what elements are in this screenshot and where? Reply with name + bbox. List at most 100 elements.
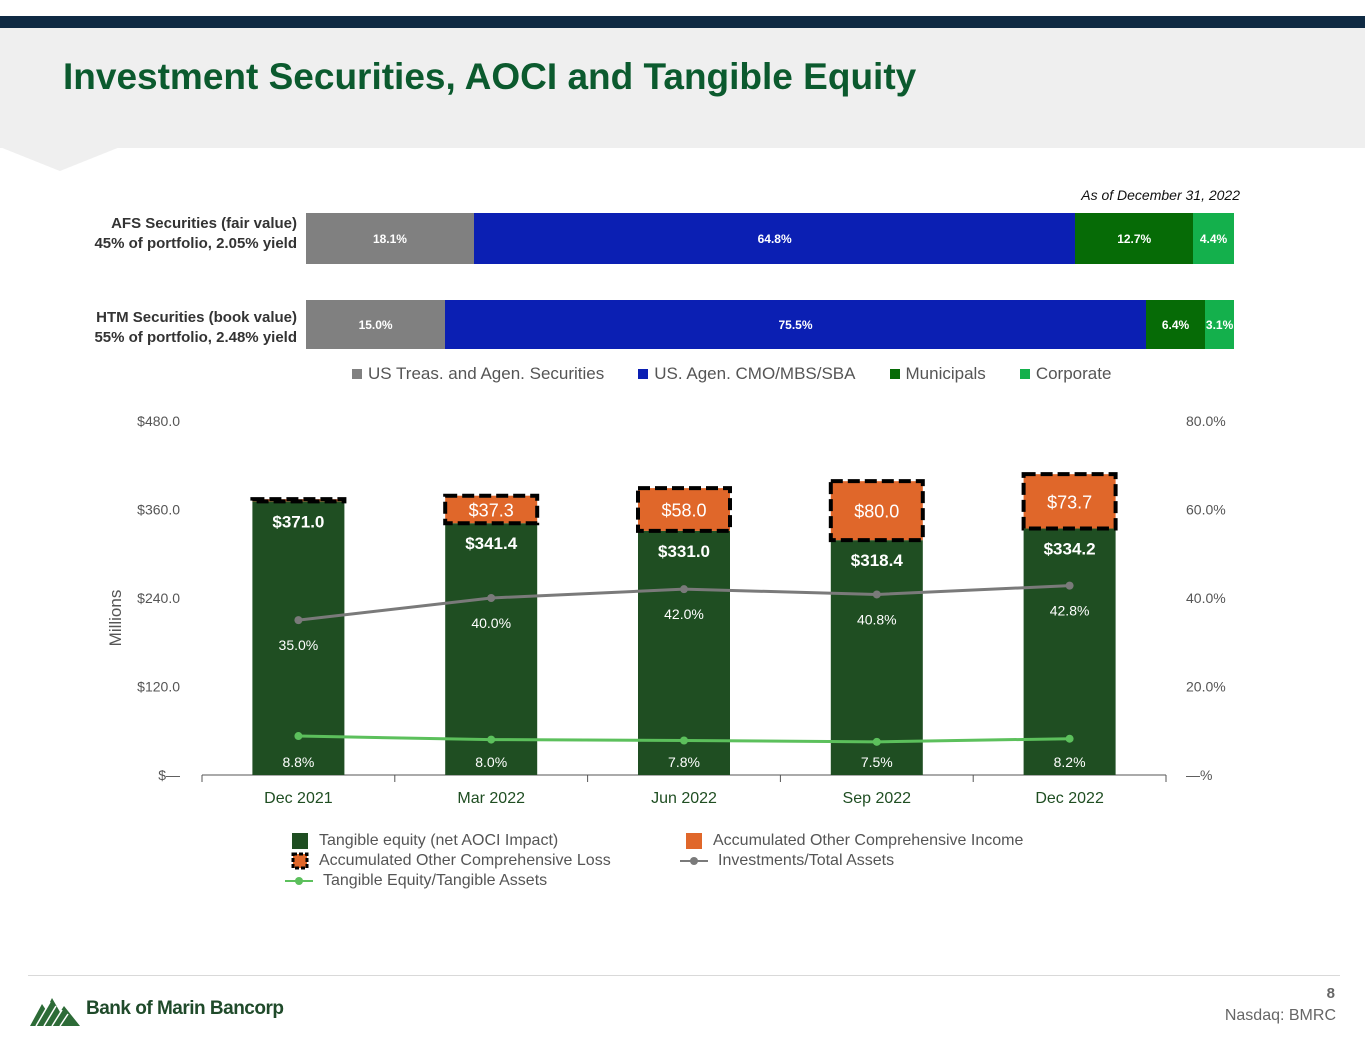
te-ratio-point <box>872 737 881 746</box>
portfolio-segment: 3.1% <box>1205 300 1234 349</box>
equity-bar <box>445 523 538 775</box>
legend-label: Corporate <box>1035 364 1112 383</box>
equity-bar <box>1023 528 1116 775</box>
equity-bar <box>638 530 730 775</box>
legend-label: Accumulated Other Comprehensive Income <box>713 832 1024 849</box>
segment-label: 15.0% <box>358 317 393 332</box>
company-logo: Bank of Marin Bancorp <box>30 990 284 1028</box>
investments-ratio-point <box>872 590 881 599</box>
page-title: Investment Securities, AOCI and Tangible… <box>63 56 917 97</box>
te-ratio-point <box>680 736 688 745</box>
segment-label: 64.8% <box>757 231 792 246</box>
legend-line-icon <box>680 857 708 865</box>
afs-label: AFS Securities (fair value) 45% of portf… <box>94 214 297 254</box>
legend-label: Investments/Total Assets <box>718 852 895 869</box>
y2-tick-label: 20.0% <box>1186 679 1226 695</box>
investments-ratio-data-label: 35.0% <box>279 637 319 653</box>
segment-label: 75.5% <box>778 317 813 332</box>
logo-text: Bank of Marin Bancorp <box>86 998 284 1019</box>
afs-label-line2: 45% of portfolio, 2.05% yield <box>94 235 297 252</box>
te-ratio-data-label: 7.8% <box>668 754 700 770</box>
legend-municipals: Municipals <box>889 364 986 384</box>
segment-label: 6.4% <box>1161 317 1190 332</box>
x-tick-label: Mar 2022 <box>457 790 525 807</box>
te-ratio-data-label: 8.2% <box>1054 754 1086 770</box>
logo-mountain-icon <box>30 998 80 1027</box>
segment-label: 12.7% <box>1117 231 1152 246</box>
aoci-loss-bar <box>443 493 540 526</box>
page-number: 8 <box>1326 985 1335 1002</box>
legend-dashed-square-icon <box>291 852 309 870</box>
legend-treasury: US Treas. and Agen. Securities <box>352 364 604 384</box>
portfolio-segment: 12.7% <box>1075 213 1194 264</box>
y2-tick-label: 40.0% <box>1186 590 1226 606</box>
stock-ticker: Nasdaq: BMRC <box>1224 1007 1336 1024</box>
investments-ratio-data-label: 40.8% <box>857 611 897 627</box>
y2-tick-label: 60.0% <box>1186 502 1226 518</box>
te-ratio-point <box>1065 734 1074 743</box>
legend-aoci-loss: Accumulated Other Comprehensive Loss <box>291 852 611 870</box>
x-tick-label: Sep 2022 <box>843 790 912 807</box>
y2-tick-label: —% <box>1186 767 1212 783</box>
equity-value-label: $318.4 <box>851 551 904 570</box>
aoci-loss-bar <box>828 479 925 543</box>
aoci-loss-bar <box>1021 472 1118 531</box>
portfolio-segment: 75.5% <box>445 300 1146 349</box>
investments-ratio-point <box>680 585 688 594</box>
portfolio-segment: 6.4% <box>1145 300 1206 349</box>
aoci-loss-bar <box>250 497 347 504</box>
y-axis-title: Millions <box>106 590 125 647</box>
legend-label: Tangible equity (net AOCI Impact) <box>319 832 559 849</box>
y-tick-label: $360.0 <box>137 502 180 518</box>
te-ratio-point <box>294 732 303 741</box>
portfolio-segment: 64.8% <box>473 213 1076 264</box>
legend-swatch <box>1019 369 1030 379</box>
legend-label: Accumulated Other Comprehensive Loss <box>319 852 611 869</box>
investments-ratio-data-label: 40.0% <box>471 615 511 631</box>
investments-ratio-point <box>487 594 496 602</box>
equity-value-label: $341.4 <box>465 534 518 553</box>
te-ratio-point <box>487 735 496 744</box>
equity-aoci-chart: $— $120.0 $240.0 $360.0 $480.0 —% 20.0% 40.0% 60… <box>106 413 1226 807</box>
equity-value-label: $371.0 <box>272 512 324 531</box>
portfolio-segment: 4.4% <box>1193 213 1234 264</box>
htm-label: HTM Securities (book value) 55% of portf… <box>94 308 297 348</box>
legend-line-icon <box>285 877 313 885</box>
equity-value-label: $334.2 <box>1044 540 1096 559</box>
y-tick-label: $240.0 <box>137 590 180 606</box>
aoci-value-label: $37.3 <box>469 500 514 520</box>
investments-ratio-data-label: 42.8% <box>1050 603 1090 619</box>
legend-swatch <box>638 369 649 379</box>
legend-label: US Treas. and Agen. Securities <box>368 364 605 383</box>
aoci-loss-bar <box>636 486 732 533</box>
segment-label: 18.1% <box>372 231 407 246</box>
y-tick-label: $120.0 <box>137 679 180 695</box>
htm-label-line1: HTM Securities (book value) <box>96 309 297 326</box>
investments-ratio-data-label: 42.0% <box>664 606 704 622</box>
legend-square-icon <box>292 833 308 849</box>
y-tick-label: $480.0 <box>137 413 180 429</box>
investments-ratio-point <box>1065 581 1074 590</box>
footer-divider <box>28 975 1340 976</box>
y2-tick-label: 80.0% <box>1186 413 1226 429</box>
legend-label: US. Agen. CMO/MBS/SBA <box>654 364 856 383</box>
legend-aoci-income: Accumulated Other Comprehensive Income <box>685 832 1023 850</box>
x-tick-label: Dec 2022 <box>1035 790 1104 807</box>
legend-swatch <box>352 369 362 379</box>
equity-bar <box>830 540 923 775</box>
equity-bar <box>252 501 345 775</box>
investments-ratio-point <box>294 616 303 625</box>
legend-agency-cmo: US. Agen. CMO/MBS/SBA <box>638 364 856 384</box>
htm-stacked-bar: 15.0% 75.5% 6.4% 3.1% <box>306 300 1234 349</box>
portfolio-legend: US Treas. and Agen. Securities US. Agen.… <box>352 364 1111 384</box>
header-band <box>0 28 1365 148</box>
equity-value-label: $331.0 <box>658 542 710 561</box>
te-ratio-data-label: 7.5% <box>861 754 893 770</box>
te-ratio-data-label: 8.8% <box>282 754 314 770</box>
top-band <box>0 16 1365 28</box>
afs-stacked-bar: 18.1% 64.8% 12.7% 4.4% <box>306 213 1234 264</box>
y-tick-label: $— <box>158 767 180 783</box>
aoci-value-label: $73.7 <box>1047 492 1092 512</box>
legend-swatch <box>889 369 900 379</box>
legend-investments-ratio: Investments/Total Assets <box>680 852 894 870</box>
